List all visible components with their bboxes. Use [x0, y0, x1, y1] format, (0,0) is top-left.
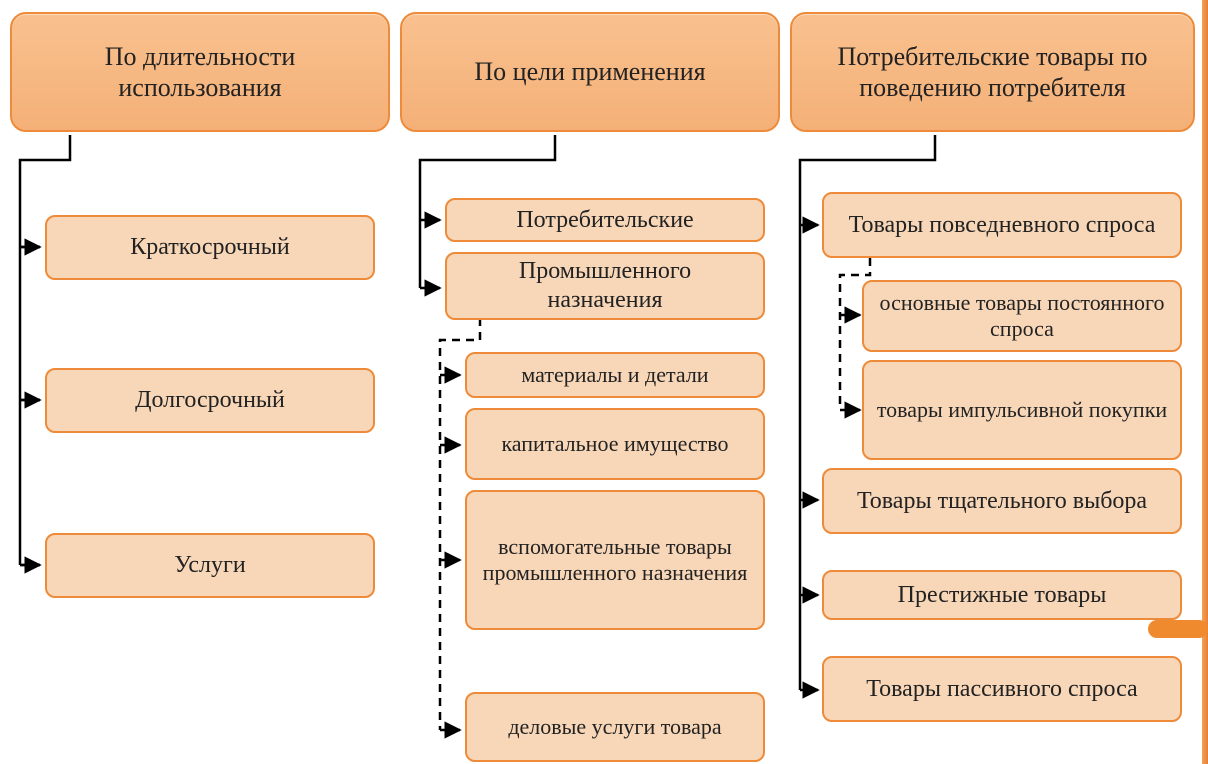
- col2-header-text: По цели применения: [474, 56, 705, 87]
- col1-item-0: Краткосрочный: [45, 215, 375, 280]
- col1-item-2: Услуги: [45, 533, 375, 598]
- col3-sub-1-text: товары импульсивной покупки: [877, 397, 1167, 423]
- col2-item-1-text: Промышленного назначения: [459, 257, 751, 315]
- col2-sub-0-text: материалы и детали: [521, 362, 708, 388]
- col2-sub-1-text: капитальное имущество: [501, 431, 728, 457]
- col3-item-0-text: Товары повседневного спроса: [849, 211, 1156, 240]
- col2-sub-3: деловые услуги товара: [465, 692, 765, 762]
- col3-sub-0-text: основные товары постоянного спроса: [876, 290, 1168, 343]
- col3-item-0: Товары повседневного спроса: [822, 192, 1182, 258]
- col2-item-0-text: Потребительские: [516, 206, 693, 235]
- right-edge-decoration: [1202, 0, 1208, 764]
- col2-sub-1: капитальное имущество: [465, 408, 765, 480]
- col2-header: По цели применения: [400, 12, 780, 132]
- col3-item2-2: Товары пассивного спроса: [822, 656, 1182, 722]
- col1-item-0-text: Краткосрочный: [130, 233, 289, 262]
- col2-sub-2-text: вспомогательные товары промышленного наз…: [479, 534, 751, 587]
- col1-item-2-text: Услуги: [174, 551, 245, 580]
- col2-sub-3-text: деловые услуги товара: [508, 714, 721, 740]
- col3-header: Потребительские товары по поведению потр…: [790, 12, 1195, 132]
- col3-item2-0: Товары тщательного выбора: [822, 468, 1182, 534]
- col3-sub-0: основные товары постоянного спроса: [862, 280, 1182, 352]
- orange-accent-decoration: [1148, 620, 1208, 638]
- col1-item-1: Долгосрочный: [45, 368, 375, 433]
- col1-header: По длительности использования: [10, 12, 390, 132]
- col2-item-0: Потребительские: [445, 198, 765, 242]
- col2-sub-0: материалы и детали: [465, 352, 765, 398]
- col3-item2-0-text: Товары тщательного выбора: [857, 487, 1147, 516]
- col3-item2-1: Престижные товары: [822, 570, 1182, 620]
- col1-header-text: По длительности использования: [26, 41, 374, 103]
- col3-header-text: Потребительские товары по поведению потр…: [806, 41, 1179, 103]
- col3-item2-1-text: Престижные товары: [898, 581, 1107, 610]
- col3-sub-1: товары импульсивной покупки: [862, 360, 1182, 460]
- col2-sub-2: вспомогательные товары промышленного наз…: [465, 490, 765, 630]
- col3-item2-2-text: Товары пассивного спроса: [866, 675, 1137, 704]
- col1-item-1-text: Долгосрочный: [135, 386, 285, 415]
- col2-item-1: Промышленного назначения: [445, 252, 765, 320]
